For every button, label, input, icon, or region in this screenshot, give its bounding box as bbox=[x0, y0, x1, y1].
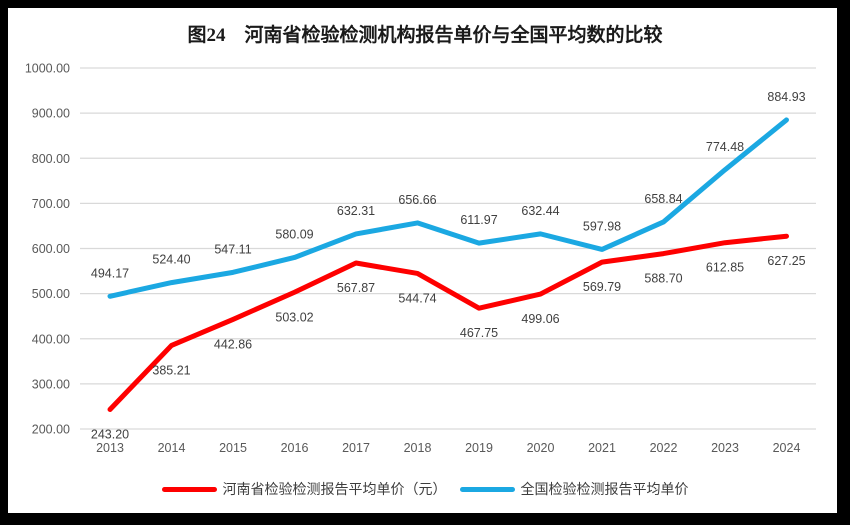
data-label: 503.02 bbox=[275, 310, 313, 324]
y-axis-tick-label: 800.00 bbox=[32, 152, 70, 166]
chart-title: 图24 河南省检验检测机构报告单价与全国平均数的比较 bbox=[187, 25, 663, 46]
data-label: 632.31 bbox=[337, 204, 375, 218]
legend-swatch-blue-line-icon bbox=[459, 486, 515, 492]
y-axis-tick-label: 900.00 bbox=[32, 107, 70, 121]
legend-swatch-red-line-icon bbox=[161, 486, 217, 492]
x-axis-tick-label: 2020 bbox=[527, 441, 555, 455]
data-label: 580.09 bbox=[275, 227, 313, 241]
y-axis-tick-label: 200.00 bbox=[32, 423, 70, 437]
legend-label-henan: 河南省检验检测报告平均单价（元） bbox=[222, 481, 447, 497]
data-label: 774.48 bbox=[706, 140, 744, 154]
data-label: 524.40 bbox=[152, 253, 190, 267]
y-axis-tick-label: 700.00 bbox=[32, 197, 70, 211]
data-label: 494.17 bbox=[91, 266, 129, 280]
x-axis-tick-label: 2018 bbox=[404, 441, 432, 455]
legend-label-national: 全国检验检测报告平均单价 bbox=[520, 481, 689, 497]
x-axis-tick-label: 2024 bbox=[773, 441, 801, 455]
legend-item-henan: 河南省检验检测报告平均单价（元） bbox=[161, 479, 447, 499]
data-label: 567.87 bbox=[337, 281, 375, 295]
chart-legend: 河南省检验检测报告平均单价（元） 全国检验检测报告平均单价 bbox=[0, 479, 850, 499]
x-axis-tick-label: 2022 bbox=[650, 441, 678, 455]
x-axis-tick-label: 2013 bbox=[96, 441, 124, 455]
y-axis-tick-label: 400.00 bbox=[32, 332, 70, 346]
data-label: 597.98 bbox=[583, 219, 621, 233]
y-axis-tick-label: 1000.00 bbox=[25, 62, 70, 76]
data-label: 588.70 bbox=[644, 272, 682, 286]
x-axis-tick-label: 2014 bbox=[158, 441, 186, 455]
data-label: 569.79 bbox=[583, 280, 621, 294]
data-label: 632.44 bbox=[521, 204, 559, 218]
x-axis-tick-label: 2017 bbox=[342, 441, 370, 455]
data-label: 385.21 bbox=[152, 363, 190, 377]
x-axis-tick-label: 2021 bbox=[588, 441, 616, 455]
data-label: 547.11 bbox=[214, 242, 251, 256]
x-axis-tick-label: 2019 bbox=[465, 441, 493, 455]
y-axis-tick-label: 500.00 bbox=[32, 287, 70, 301]
data-label: 627.25 bbox=[767, 254, 805, 268]
data-label: 884.93 bbox=[767, 90, 805, 104]
data-label: 243.20 bbox=[91, 428, 129, 442]
data-label: 656.66 bbox=[398, 193, 436, 207]
data-label: 442.86 bbox=[214, 337, 252, 351]
series-line-0 bbox=[107, 233, 789, 413]
legend-item-national: 全国检验检测报告平均单价 bbox=[459, 479, 689, 499]
y-axis-tick-label: 300.00 bbox=[32, 377, 70, 391]
data-label: 467.75 bbox=[460, 326, 498, 340]
x-axis-tick-label: 2016 bbox=[281, 441, 309, 455]
data-label: 544.74 bbox=[398, 291, 436, 305]
x-axis-tick-label: 2023 bbox=[711, 441, 739, 455]
y-axis-tick-label: 600.00 bbox=[32, 242, 70, 256]
x-axis-tick-label: 2015 bbox=[219, 441, 247, 455]
data-label: 658.84 bbox=[644, 192, 682, 206]
data-label: 612.85 bbox=[706, 261, 744, 275]
data-label: 611.97 bbox=[460, 213, 497, 227]
series-line-1 bbox=[107, 117, 789, 299]
data-label: 499.06 bbox=[521, 312, 559, 326]
